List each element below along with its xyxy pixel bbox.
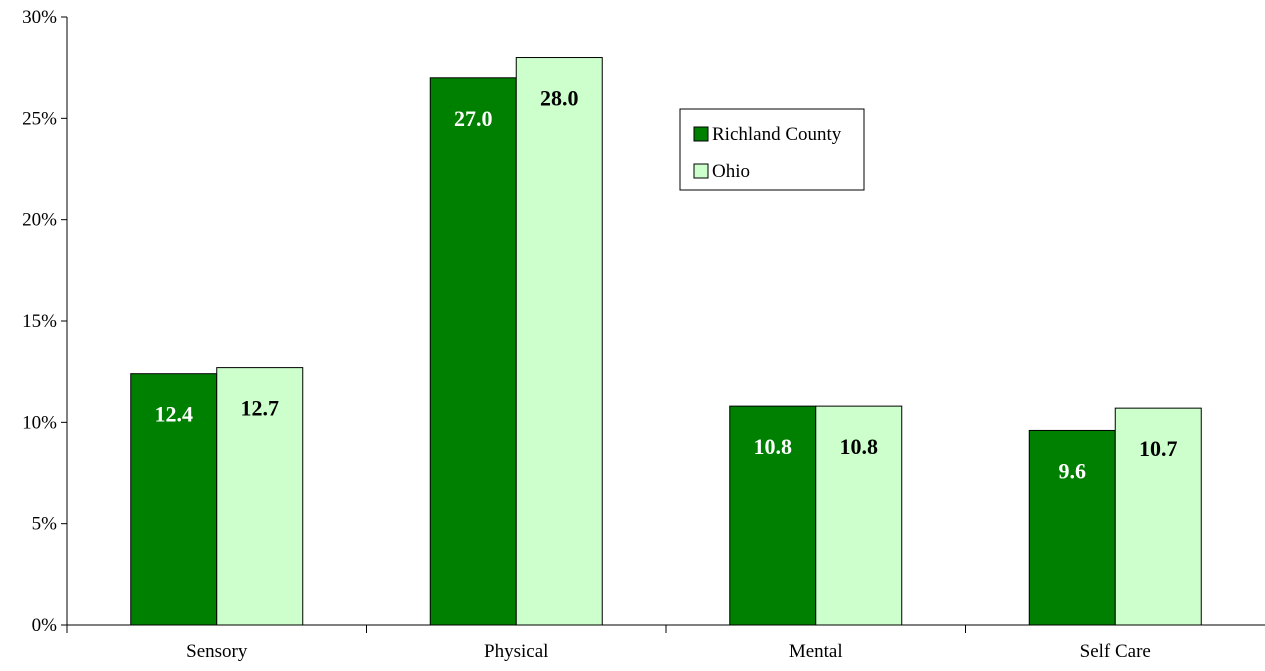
x-tick-label: Mental (789, 641, 843, 662)
legend: Richland County Ohio (679, 108, 865, 191)
bar-ohio (815, 405, 903, 626)
bar-ohio (515, 57, 603, 626)
legend-box (679, 108, 865, 191)
y-tick-label: 10% (22, 412, 57, 433)
data-label: 12.4 (155, 402, 194, 427)
y-axis-ticks: 0% 5% 10% 15% 20% 25% 30% (22, 7, 966, 636)
bar-richland-county (130, 373, 218, 626)
bar-richland-county (1028, 429, 1116, 626)
legend-swatch (693, 163, 709, 179)
legend-label: Ohio (712, 161, 750, 182)
data-label: 10.8 (840, 434, 879, 459)
y-tick-label: 25% (22, 108, 57, 129)
bar-richland-county (429, 77, 517, 626)
data-labels: 12.4 12.7 27.0 28.0 10.8 10.8 9.6 10.7 (155, 86, 1178, 484)
x-tick-label: Physical (484, 641, 548, 662)
data-label: 12.7 (241, 396, 280, 421)
bars (130, 57, 1202, 626)
bar-richland-county (729, 405, 817, 626)
legend-label: Richland County (712, 124, 842, 145)
data-label: 28.0 (540, 86, 579, 111)
data-label: 9.6 (1059, 458, 1087, 483)
data-label: 10.8 (754, 434, 793, 459)
bar-ohio (216, 367, 304, 626)
y-tick-label: 30% (22, 7, 57, 28)
y-tick-label: 20% (22, 210, 57, 231)
y-tick-label: 15% (22, 311, 57, 332)
y-tick-label: 5% (32, 514, 58, 535)
data-label: 10.7 (1139, 436, 1178, 461)
y-tick-label: 0% (32, 615, 58, 636)
x-axis-categories: Sensory Physical Mental Self Care (186, 641, 1151, 662)
data-label: 27.0 (454, 106, 493, 131)
x-tick-label: Sensory (186, 641, 248, 662)
x-tick-label: Self Care (1080, 641, 1151, 662)
bar-ohio (1114, 407, 1202, 626)
legend-swatch (693, 126, 709, 142)
